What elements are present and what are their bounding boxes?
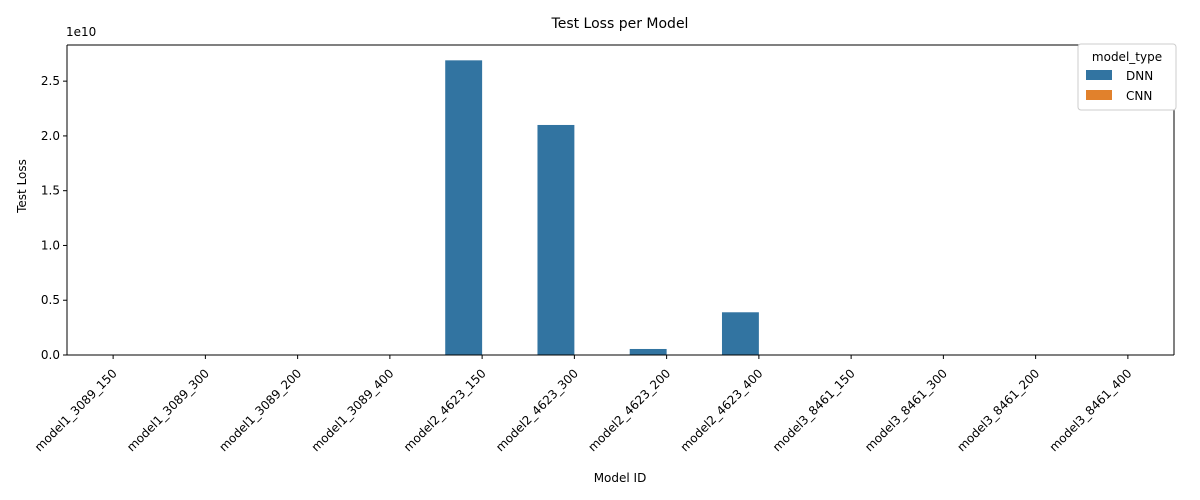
x-axis-label: Model ID — [594, 471, 647, 485]
x-tick-label: model2_4623_200 — [585, 366, 673, 454]
y-tick-label: 0.0 — [41, 348, 60, 362]
x-tick-label: model3_8461_400 — [1047, 366, 1135, 454]
x-tick-label: model3_8461_300 — [862, 366, 950, 454]
y-tick-label: 2.5 — [41, 74, 60, 88]
x-tick-label: model2_4623_400 — [678, 366, 766, 454]
y-axis-label: Test Loss — [15, 159, 29, 214]
y-tick-label: 2.0 — [41, 129, 60, 143]
bar-dnn-5 — [537, 124, 575, 355]
x-tick-label: model2_4623_150 — [401, 366, 489, 454]
legend-label-dnn: DNN — [1126, 69, 1153, 83]
x-tick-label: model1_3089_400 — [309, 366, 397, 454]
x-tick-label: model1_3089_150 — [32, 366, 120, 454]
legend-swatch-cnn — [1086, 90, 1112, 100]
x-tick-label: model2_4623_300 — [493, 366, 581, 454]
legend-swatch-dnn — [1086, 70, 1112, 80]
bar-dnn-6 — [629, 348, 667, 355]
legend-label-cnn: CNN — [1126, 89, 1152, 103]
x-tick-label: model3_8461_150 — [770, 366, 858, 454]
x-tick-label: model1_3089_300 — [124, 366, 212, 454]
x-tick-label: model3_8461_200 — [954, 366, 1042, 454]
y-tick-label: 1.0 — [41, 238, 60, 252]
y-tick-label: 0.5 — [41, 293, 60, 307]
legend-title: model_type — [1092, 50, 1162, 64]
bar-dnn-7 — [721, 312, 759, 355]
chart-title: Test Loss per Model — [551, 16, 689, 32]
y-tick-label: 1.5 — [41, 184, 60, 198]
legend: model_type DNN CNN — [1077, 43, 1177, 111]
bar-dnn-4 — [445, 60, 483, 355]
x-tick-label: model1_3089_200 — [216, 366, 304, 454]
y-axis-offset-text: 1e10 — [66, 25, 96, 39]
